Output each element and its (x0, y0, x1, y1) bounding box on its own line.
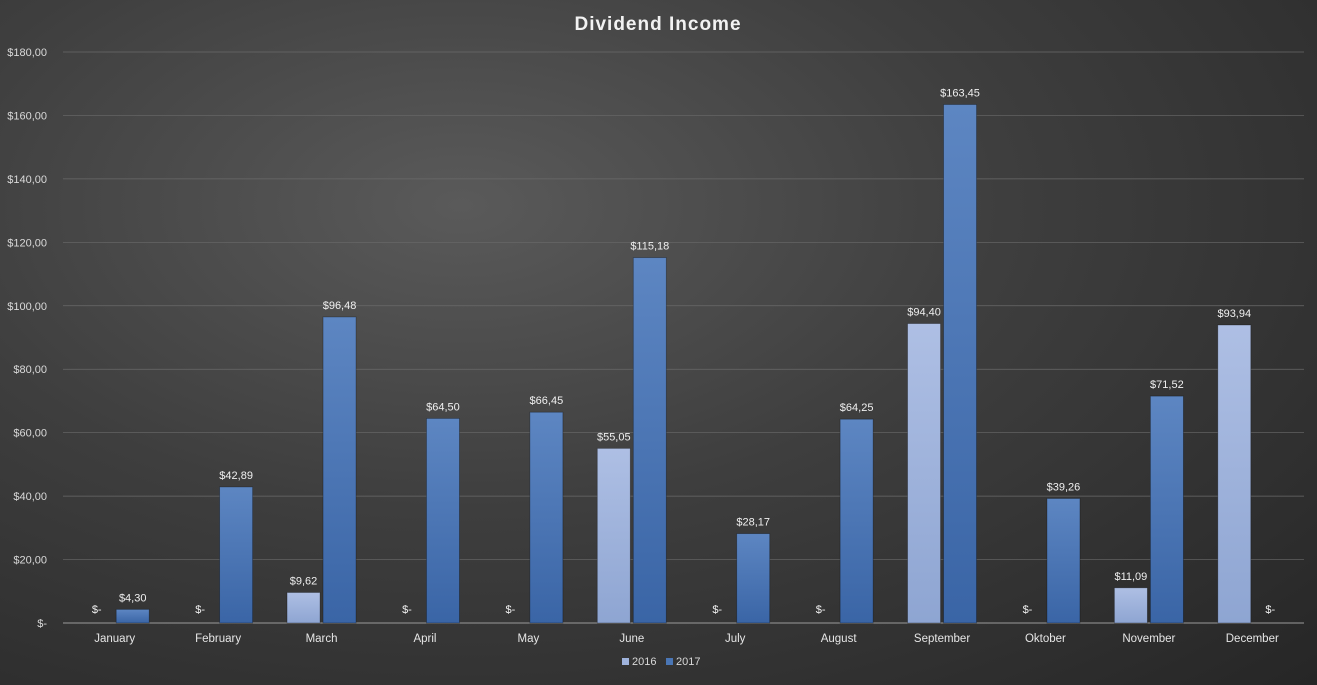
y-axis-ticks: $- $20,00 $40,00 $60,00 $80,00 $100,00 $120,00… (7, 47, 47, 630)
data-label: $94,40 (907, 307, 941, 319)
data-label: $- (402, 604, 412, 616)
bar-2017-may (529, 411, 564, 624)
data-label: $55,05 (597, 431, 631, 443)
bar-2017-june (632, 257, 667, 624)
x-category-label: September (914, 633, 970, 645)
legend-item-2016: 2016 (622, 656, 656, 668)
data-label: $64,25 (840, 402, 874, 414)
data-label: $- (1023, 604, 1033, 616)
bar-2016-december (1217, 324, 1252, 624)
data-label: $4,30 (119, 592, 147, 604)
data-label: $- (1265, 604, 1275, 616)
data-label: $115,18 (630, 241, 669, 253)
legend-swatch (622, 658, 629, 665)
x-category-label: December (1226, 633, 1279, 645)
x-category-label: July (725, 633, 746, 645)
data-label: $66,45 (530, 395, 564, 407)
x-category-label: April (413, 633, 436, 645)
bar-2017-february (219, 486, 254, 624)
data-label: $96,48 (323, 300, 357, 312)
x-category-label: Oktober (1025, 633, 1066, 645)
bars (115, 104, 1252, 624)
y-tick-label: $180,00 (7, 47, 47, 59)
x-category-label: March (306, 633, 338, 645)
bar-2017-april (426, 417, 460, 624)
data-label: $71,52 (1150, 379, 1184, 391)
bar-2017-oktober (1046, 498, 1081, 624)
data-label: $39,26 (1047, 481, 1081, 493)
x-category-label: November (1122, 633, 1175, 645)
x-category-label: June (619, 633, 644, 645)
y-tick-label: $20,00 (13, 555, 47, 567)
bar-2017-august (839, 418, 874, 624)
x-category-label: February (195, 633, 241, 645)
y-tick-label: $60,00 (13, 428, 47, 440)
data-label: $28,17 (736, 517, 770, 529)
data-label: $- (195, 604, 205, 616)
bar-2017-july (736, 533, 771, 624)
data-label: $- (816, 604, 826, 616)
data-label: $93,94 (1217, 308, 1251, 320)
x-axis-categories: January February March April May June July Augu… (94, 633, 1279, 645)
legend-swatch (666, 658, 673, 665)
data-label: $42,89 (219, 470, 253, 482)
y-tick-label: $- (37, 618, 47, 630)
data-label: $- (712, 604, 722, 616)
data-label: $- (92, 604, 102, 616)
y-tick-label: $140,00 (7, 174, 47, 186)
bar-2017-march (322, 316, 357, 624)
data-labels: $- $4,30 $- $42,89 $9,62 $96,48 $- $64,50 $- $66,… (92, 88, 1276, 616)
data-label: $- (505, 604, 515, 616)
y-tick-label: $40,00 (13, 491, 47, 503)
data-label: $163,45 (940, 88, 980, 100)
bar-2016-march (286, 592, 321, 624)
y-tick-label: $80,00 (13, 364, 47, 376)
legend-item-2017: 2017 (666, 656, 700, 668)
bar-2017-september (943, 104, 977, 624)
data-label: $9,62 (290, 575, 318, 587)
x-category-label: May (518, 633, 540, 645)
y-tick-label: $160,00 (7, 110, 47, 122)
legend-label: 2016 (632, 656, 656, 668)
chart-title: Dividend Income (574, 14, 741, 35)
data-label: $11,09 (1114, 571, 1147, 583)
x-category-label: January (94, 633, 135, 645)
y-tick-label: $100,00 (7, 301, 47, 313)
bar-2017-january (115, 608, 150, 624)
bar-2016-november (1113, 587, 1148, 624)
legend-label: 2017 (676, 656, 700, 668)
legend: 2016 2017 (622, 656, 700, 668)
gridlines (63, 51, 1304, 624)
bar-2017-november (1149, 395, 1184, 624)
bar-2016-june (596, 447, 631, 624)
bar-2016-september (907, 323, 941, 624)
data-label: $64,50 (426, 401, 460, 413)
y-tick-label: $120,00 (7, 237, 47, 249)
x-category-label: August (821, 633, 858, 645)
